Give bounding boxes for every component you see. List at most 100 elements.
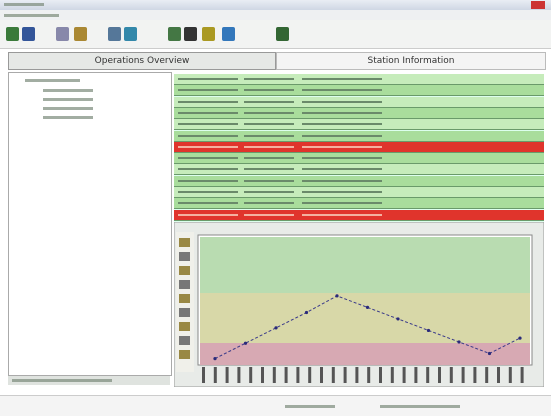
x-label: [213, 367, 217, 383]
x-label: [379, 367, 382, 383]
x-label: [355, 367, 359, 383]
chart-tool[interactable]: [179, 266, 190, 275]
cell-text: [302, 168, 382, 171]
cell-text: [178, 191, 238, 193]
trend-point: [487, 351, 492, 356]
trend-point: [518, 336, 522, 340]
band-high: [200, 237, 530, 293]
event-row[interactable]: [174, 198, 544, 210]
cell-text: [178, 179, 238, 182]
alarm-row[interactable]: [174, 141, 544, 153]
cell-text: [178, 134, 238, 137]
cell-text: [302, 123, 382, 126]
tree-root[interactable]: [25, 79, 80, 82]
title-bar: [0, 0, 551, 10]
tree-node[interactable]: [43, 116, 93, 119]
tool-button[interactable]: [168, 27, 181, 41]
chart-tool[interactable]: [179, 336, 190, 345]
alarm-row[interactable]: [174, 209, 544, 221]
cell-text: [302, 134, 382, 137]
tree-status: [8, 376, 170, 385]
cell-text: [178, 168, 238, 171]
tool-button[interactable]: [202, 27, 215, 41]
tool-button[interactable]: [222, 27, 235, 41]
cell-text: [178, 89, 238, 92]
trend-point: [396, 317, 400, 321]
trend-point: [213, 357, 217, 361]
event-row[interactable]: [174, 164, 544, 176]
cell-text: [244, 123, 294, 126]
event-row[interactable]: [174, 119, 544, 131]
tree-pane: [8, 72, 172, 376]
band-low: [200, 343, 530, 365]
tool-button[interactable]: [6, 27, 19, 41]
cell-text: [302, 157, 382, 160]
cell-text: [244, 179, 294, 182]
event-row[interactable]: [174, 96, 544, 108]
trend-point: [335, 294, 339, 298]
x-label: [497, 367, 500, 383]
event-row[interactable]: [174, 74, 544, 85]
tool-button[interactable]: [184, 27, 197, 41]
x-label: [284, 367, 288, 383]
cell-text: [244, 213, 294, 216]
close-button[interactable]: [531, 1, 545, 9]
menu-items[interactable]: [4, 14, 59, 17]
tool-button[interactable]: [22, 27, 35, 41]
x-label: [308, 367, 312, 383]
x-label: [461, 367, 465, 383]
x-label: [343, 367, 347, 383]
band-mid: [200, 293, 530, 343]
chart-tool[interactable]: [179, 350, 190, 359]
trend-window: [174, 222, 544, 387]
tab-right[interactable]: Station Information: [276, 52, 546, 70]
tool-button[interactable]: [108, 27, 121, 41]
chart-tool[interactable]: [179, 238, 190, 247]
cell-text: [302, 100, 382, 103]
tool-button[interactable]: [74, 27, 87, 41]
cell-text: [178, 202, 238, 205]
status-bar: [0, 395, 551, 416]
trend-point: [274, 326, 278, 330]
status-time: [285, 405, 335, 408]
cell-text: [302, 111, 382, 114]
status-info: [380, 405, 460, 408]
x-label: [261, 367, 264, 383]
x-label: [508, 367, 512, 383]
x-label: [473, 367, 477, 383]
tool-button[interactable]: [56, 27, 69, 41]
trend-line: [214, 295, 521, 360]
chart-tool[interactable]: [179, 280, 190, 289]
event-row[interactable]: [174, 130, 544, 142]
tab-left[interactable]: Operations Overview: [8, 52, 276, 70]
tree-node[interactable]: [43, 89, 93, 92]
x-label: [414, 367, 418, 383]
event-table: [174, 74, 544, 222]
title-text: [4, 3, 44, 6]
event-row[interactable]: [174, 175, 544, 187]
cell-text: [244, 191, 294, 193]
cell-text: [302, 89, 382, 92]
chart-tool[interactable]: [179, 308, 190, 317]
chart-tool[interactable]: [179, 322, 190, 331]
cell-text: [302, 202, 382, 205]
tool-button[interactable]: [276, 27, 289, 41]
cell-text: [244, 111, 294, 114]
trend-point: [243, 341, 248, 345]
chart-tool[interactable]: [179, 294, 190, 303]
x-label: [485, 367, 489, 383]
tree-node[interactable]: [43, 107, 93, 110]
tree-node[interactable]: [43, 98, 93, 101]
chart-tool[interactable]: [179, 252, 190, 261]
event-row[interactable]: [174, 85, 544, 97]
cell-text: [302, 145, 382, 148]
x-label: [426, 367, 430, 383]
event-row[interactable]: [174, 187, 544, 198]
event-row[interactable]: [174, 153, 544, 165]
tool-button[interactable]: [124, 27, 137, 41]
cell-text: [178, 100, 238, 103]
event-row[interactable]: [174, 107, 544, 119]
cell-text: [244, 100, 294, 103]
cell-text: [244, 134, 294, 137]
